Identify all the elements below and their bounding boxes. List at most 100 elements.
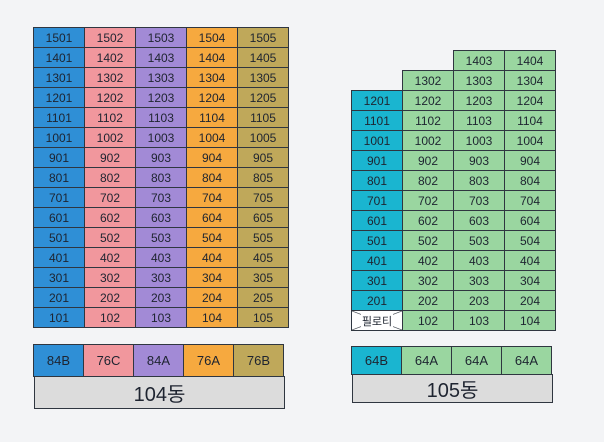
unit-cell: 305 [237, 267, 289, 288]
unit-cell: 401 [351, 250, 403, 271]
unit-cell: 1305 [237, 67, 289, 88]
unit-cell: 1104 [186, 107, 238, 128]
unit-cell: 904 [186, 147, 238, 168]
unit-cell: 402 [402, 250, 454, 271]
piloti-cell: 필로티 [351, 310, 403, 331]
unit-type-cell: 84A [133, 344, 184, 377]
unit-cell: 1001 [33, 127, 85, 148]
empty-cell [351, 70, 403, 91]
unit-cell: 502 [84, 227, 136, 248]
unit-cell: 602 [402, 210, 454, 231]
unit-cell: 1302 [402, 70, 454, 91]
unit-cell: 804 [186, 167, 238, 188]
unit-cell: 704 [186, 187, 238, 208]
unit-cell: 404 [504, 250, 556, 271]
unit-cell: 802 [84, 167, 136, 188]
unit-cell: 603 [135, 207, 187, 228]
unit-cell: 102 [402, 310, 454, 331]
unit-cell: 1403 [135, 47, 187, 68]
unit-cell: 601 [351, 210, 403, 231]
unit-cell: 404 [186, 247, 238, 268]
unit-cell: 304 [186, 267, 238, 288]
unit-cell: 901 [351, 150, 403, 171]
unit-cell: 1101 [33, 107, 85, 128]
unit-cell: 1104 [504, 110, 556, 131]
unit-cell: 402 [84, 247, 136, 268]
empty-cell [402, 50, 454, 71]
unit-cell: 501 [351, 230, 403, 251]
unit-cell: 901 [33, 147, 85, 168]
unit-cell: 1303 [135, 67, 187, 88]
unit-cell: 103 [135, 307, 187, 328]
unit-cell: 1202 [84, 87, 136, 108]
unit-cell: 1005 [237, 127, 289, 148]
building-104-unit-grid: 1501 1502 1503 1504 1505 1401 1402 1403 1404 1405… [33, 27, 289, 328]
unit-cell: 1503 [135, 27, 187, 48]
unit-cell: 202 [402, 290, 454, 311]
unit-cell: 1003 [453, 130, 505, 151]
unit-cell: 1404 [186, 47, 238, 68]
unit-cell: 205 [237, 287, 289, 308]
unit-type-cell: 64B [351, 346, 402, 375]
unit-cell: 1304 [186, 67, 238, 88]
unit-cell: 103 [453, 310, 505, 331]
unit-cell: 1501 [33, 27, 85, 48]
unit-cell: 503 [453, 230, 505, 251]
unit-cell: 401 [33, 247, 85, 268]
unit-cell: 702 [402, 190, 454, 211]
unit-cell: 504 [186, 227, 238, 248]
unit-cell: 301 [351, 270, 403, 291]
unit-cell: 1204 [186, 87, 238, 108]
unit-cell: 505 [237, 227, 289, 248]
unit-cell: 1103 [453, 110, 505, 131]
unit-cell: 703 [453, 190, 505, 211]
unit-cell: 904 [504, 150, 556, 171]
unit-cell: 701 [33, 187, 85, 208]
unit-cell: 1405 [237, 47, 289, 68]
unit-cell: 803 [135, 167, 187, 188]
unit-cell: 1201 [351, 90, 403, 111]
unit-type-cell: 64A [401, 346, 452, 375]
unit-cell: 1502 [84, 27, 136, 48]
unit-cell: 603 [453, 210, 505, 231]
unit-cell: 1401 [33, 47, 85, 68]
unit-cell: 1504 [186, 27, 238, 48]
piloti-label: 필로티 [360, 312, 394, 329]
unit-cell: 1002 [84, 127, 136, 148]
unit-cell: 1001 [351, 130, 403, 151]
unit-cell: 1002 [402, 130, 454, 151]
unit-cell: 403 [453, 250, 505, 271]
unit-cell: 1203 [453, 90, 505, 111]
unit-cell: 702 [84, 187, 136, 208]
unit-cell: 101 [33, 307, 85, 328]
unit-cell: 902 [402, 150, 454, 171]
unit-cell: 204 [504, 290, 556, 311]
building-105-unit-grid: 1403 1404 1302 1303 1304 1201 1202 1203 1204 1101… [351, 50, 556, 331]
unit-cell: 301 [33, 267, 85, 288]
unit-cell: 1402 [84, 47, 136, 68]
unit-cell: 405 [237, 247, 289, 268]
unit-cell: 602 [84, 207, 136, 228]
unit-cell: 1003 [135, 127, 187, 148]
unit-cell: 803 [453, 170, 505, 191]
unit-cell: 1203 [135, 87, 187, 108]
unit-cell: 1205 [237, 87, 289, 108]
unit-cell: 302 [402, 270, 454, 291]
unit-cell: 704 [504, 190, 556, 211]
unit-cell: 1102 [402, 110, 454, 131]
unit-cell: 801 [351, 170, 403, 191]
unit-cell: 203 [135, 287, 187, 308]
unit-cell: 1101 [351, 110, 403, 131]
unit-cell: 204 [186, 287, 238, 308]
unit-cell: 903 [135, 147, 187, 168]
unit-type-cell: 76C [83, 344, 134, 377]
empty-cell [351, 50, 403, 71]
unit-cell: 905 [237, 147, 289, 168]
unit-cell: 1303 [453, 70, 505, 91]
unit-cell: 202 [84, 287, 136, 308]
unit-type-cell: 64A [501, 346, 552, 375]
unit-cell: 1103 [135, 107, 187, 128]
unit-cell: 802 [402, 170, 454, 191]
unit-cell: 1201 [33, 87, 85, 108]
unit-cell: 705 [237, 187, 289, 208]
